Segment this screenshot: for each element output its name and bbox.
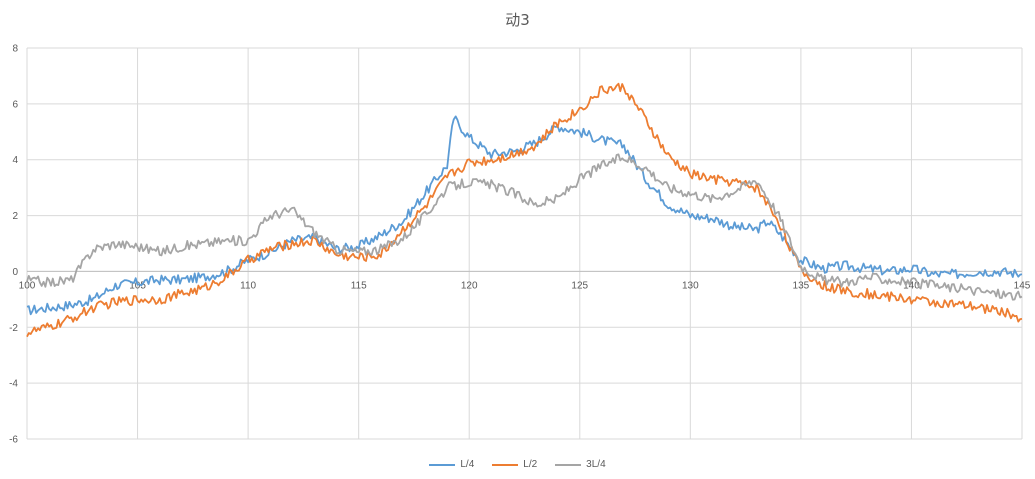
- y-tick-label: -2: [9, 323, 18, 334]
- x-tick-label: 130: [682, 280, 699, 291]
- y-tick-label: 2: [12, 211, 18, 222]
- x-tick-label: 145: [1014, 280, 1031, 291]
- y-tick-label: 0: [12, 267, 18, 278]
- y-tick-label: 4: [12, 155, 18, 166]
- legend-swatch: [555, 463, 582, 466]
- legend-label: L/4: [460, 459, 475, 470]
- legend-swatch: [429, 463, 456, 466]
- series-line-l-4: [26, 115, 1023, 316]
- chart-legend: L/4 L/2 3L/4: [0, 459, 1035, 470]
- x-tick-label: 140: [903, 280, 920, 291]
- x-tick-label: 135: [793, 280, 810, 291]
- legend-item: 3L/4: [555, 459, 606, 470]
- x-tick-label: 125: [571, 280, 588, 291]
- series-line-l-2: [26, 82, 1023, 338]
- legend-label: L/2: [523, 459, 538, 470]
- legend-item: L/2: [492, 459, 537, 470]
- chart-title: 动3: [505, 11, 530, 29]
- x-tick-label: 120: [461, 280, 478, 291]
- x-tick-label: 115: [351, 280, 367, 291]
- x-tick-label: 105: [129, 280, 146, 291]
- x-tick-label: 110: [240, 280, 256, 291]
- y-tick-label: 8: [12, 44, 18, 55]
- legend-swatch: [492, 463, 519, 466]
- series-line-3l-4: [26, 153, 1023, 301]
- legend-label: 3L/4: [586, 459, 606, 470]
- y-tick-label: 6: [12, 99, 18, 110]
- y-tick-label: -4: [9, 379, 18, 390]
- legend-item: L/4: [429, 459, 474, 470]
- y-tick-label: -6: [9, 435, 18, 446]
- x-tick-label: 100: [19, 280, 36, 291]
